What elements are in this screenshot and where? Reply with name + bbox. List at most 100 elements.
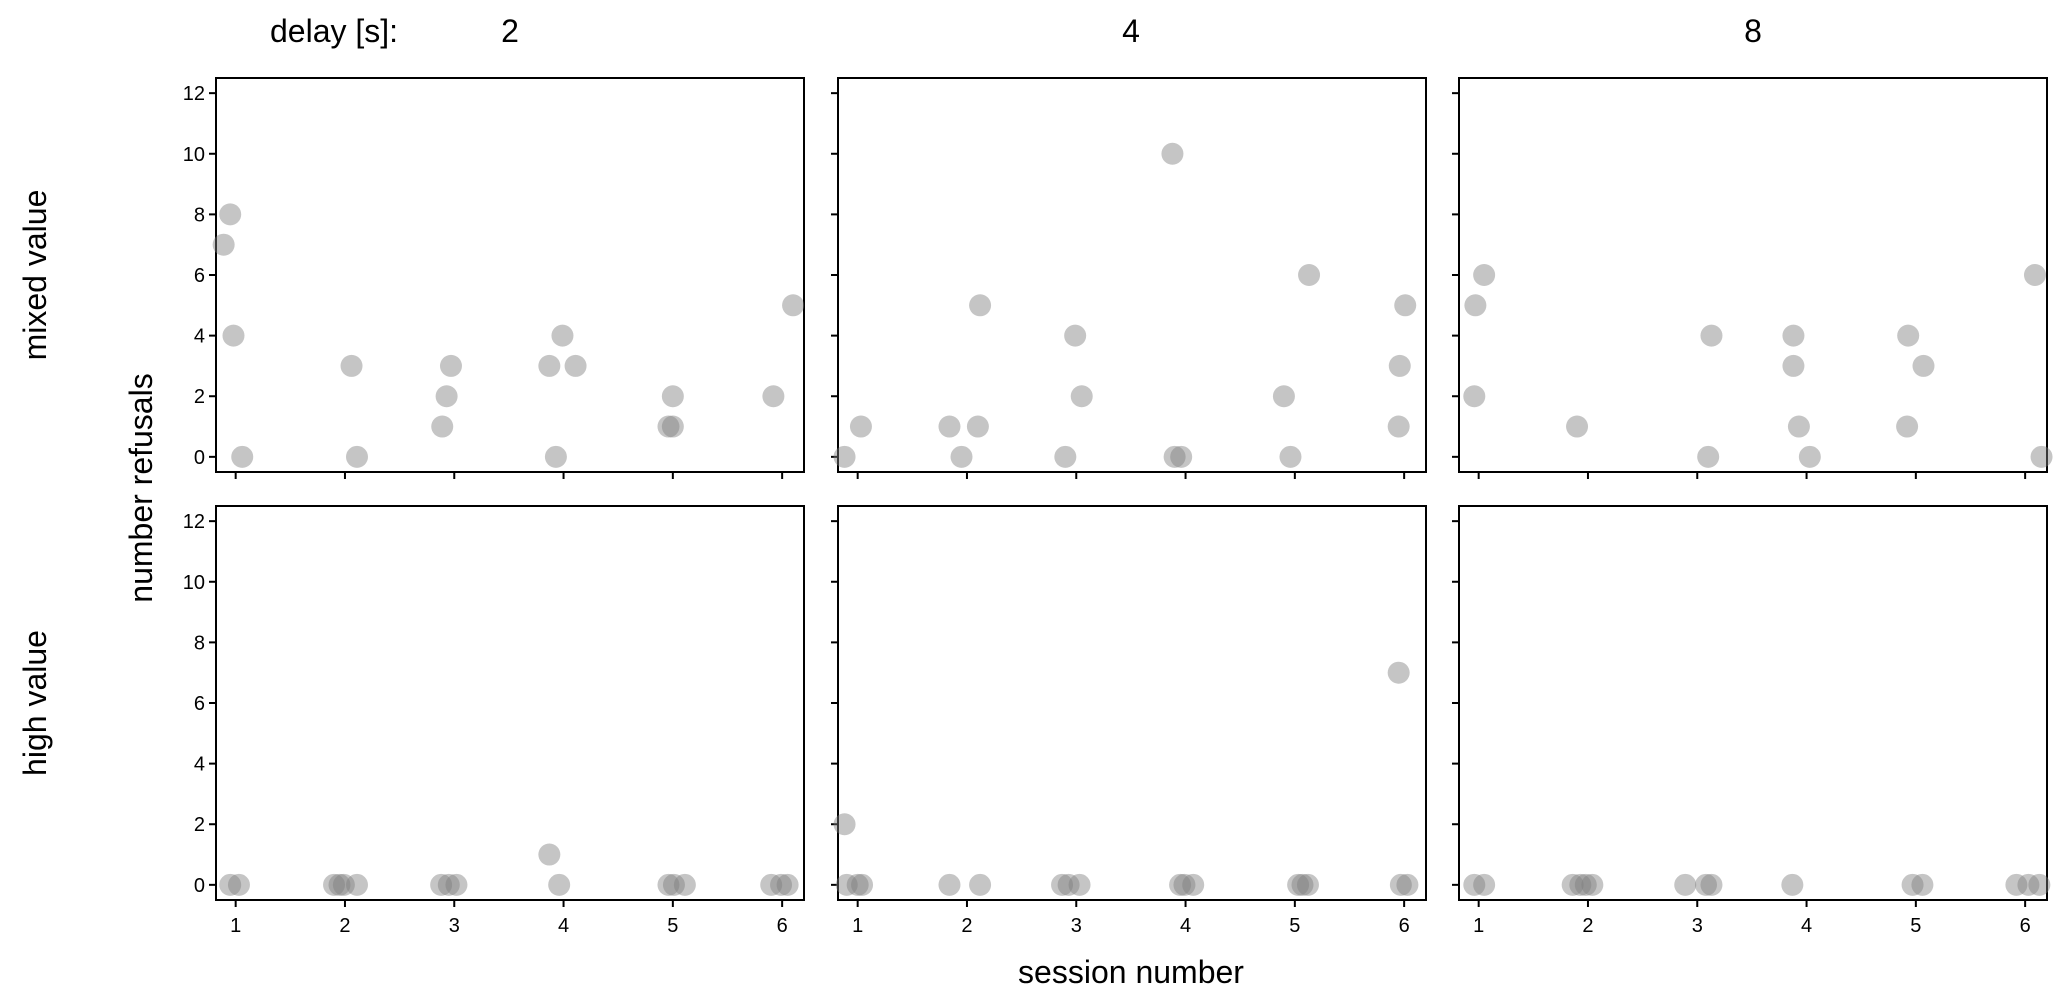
data-point — [782, 294, 805, 317]
data-point — [762, 385, 785, 408]
data-point — [227, 873, 250, 896]
data-point — [1464, 294, 1487, 317]
data-point — [435, 385, 458, 408]
data-point — [437, 873, 460, 896]
y-tick-label: 6 — [194, 693, 205, 715]
y-tick-label: 0 — [194, 447, 205, 469]
data-point — [1272, 385, 1295, 408]
data-point — [1574, 873, 1597, 896]
x-tick-label: 5 — [1910, 915, 1921, 937]
panel-r1-c2: 1 2 3 4 5 6 — [1452, 505, 2051, 937]
x-tick-label: 1 — [1473, 915, 1484, 937]
x-tick-label: 1 — [230, 915, 241, 937]
x-tick-label: 4 — [1180, 915, 1191, 937]
data-point — [219, 873, 242, 896]
data-point — [1569, 873, 1592, 896]
panel-frame — [837, 77, 1427, 473]
data-point — [1473, 264, 1496, 286]
x-tick-label: 5 — [667, 915, 678, 937]
data-point — [345, 445, 368, 468]
data-point — [1697, 445, 1720, 468]
data-point — [1161, 142, 1184, 165]
y-tick-label: 12 — [183, 83, 205, 105]
data-point — [2005, 873, 2028, 896]
y-tick-label: 12 — [183, 511, 205, 533]
x-tick-label: 6 — [777, 915, 788, 937]
data-point — [1581, 873, 1604, 896]
data-point — [846, 873, 869, 896]
data-point — [219, 203, 242, 226]
data-point — [1389, 873, 1412, 896]
x-tick-label: 4 — [558, 915, 569, 937]
column-title-delay-2: 2 — [501, 13, 519, 49]
data-point — [1473, 873, 1496, 896]
data-point — [1296, 873, 1319, 896]
data-point — [950, 445, 973, 468]
data-point — [1781, 873, 1804, 896]
data-point — [231, 445, 254, 468]
data-point — [1394, 294, 1417, 317]
data-point — [1897, 324, 1920, 347]
data-point — [966, 415, 989, 438]
data-point — [938, 415, 961, 438]
y-tick-label: 10 — [183, 572, 205, 594]
data-point — [1782, 324, 1805, 347]
data-point — [2017, 873, 2040, 896]
data-point — [662, 873, 685, 896]
data-point — [212, 233, 235, 256]
data-point — [1798, 445, 1821, 468]
panel-r0-c1 — [831, 77, 1427, 479]
data-point — [548, 873, 571, 896]
data-point — [1700, 873, 1723, 896]
panel-r0-c0: 0 2 4 6 8 10 12 — [183, 77, 805, 479]
data-point — [657, 415, 680, 438]
y-tick-label: 2 — [194, 814, 205, 836]
data-point — [323, 873, 346, 896]
data-point — [1387, 415, 1410, 438]
data-point — [1782, 354, 1805, 377]
data-point — [835, 873, 858, 896]
data-point — [657, 873, 680, 896]
data-point — [1068, 873, 1091, 896]
y-tick-label: 10 — [183, 144, 205, 166]
data-point — [1911, 873, 1934, 896]
data-point — [439, 354, 462, 377]
data-point — [1896, 415, 1919, 438]
data-point — [1054, 445, 1077, 468]
data-point — [661, 415, 684, 438]
data-point — [1463, 873, 1486, 896]
data-point — [1064, 324, 1087, 347]
x-tick-label: 5 — [1289, 915, 1300, 937]
data-point — [833, 813, 856, 836]
x-tick-label: 2 — [339, 915, 350, 937]
data-point — [1787, 415, 1810, 438]
data-point — [1070, 385, 1093, 408]
data-point — [833, 445, 856, 468]
data-point — [969, 873, 992, 896]
data-point — [430, 873, 453, 896]
data-point — [340, 354, 363, 377]
data-point — [770, 873, 793, 896]
data-point — [1396, 873, 1419, 896]
y-tick-label: 2 — [194, 386, 205, 408]
data-point — [851, 873, 874, 896]
data-point — [1561, 873, 1584, 896]
column-title-delay-8: 8 — [1744, 13, 1762, 49]
panel-r1-c1: 1 2 3 4 5 6 — [831, 505, 1427, 937]
panel-frame — [215, 77, 805, 473]
column-title-delay-4: 4 — [1122, 13, 1140, 49]
data-point — [969, 294, 992, 317]
data-point — [1173, 873, 1196, 896]
x-tick-label: 6 — [1399, 915, 1410, 937]
y-tick-label: 6 — [194, 265, 205, 287]
data-point — [544, 445, 567, 468]
data-point — [849, 415, 872, 438]
y-tick-label: 4 — [194, 326, 205, 348]
data-point — [222, 324, 245, 347]
y-tick-label: 0 — [194, 875, 205, 897]
data-point — [661, 385, 684, 408]
data-point — [1163, 445, 1186, 468]
data-point — [2028, 873, 2051, 896]
data-point — [1566, 415, 1589, 438]
data-point — [1388, 354, 1411, 377]
